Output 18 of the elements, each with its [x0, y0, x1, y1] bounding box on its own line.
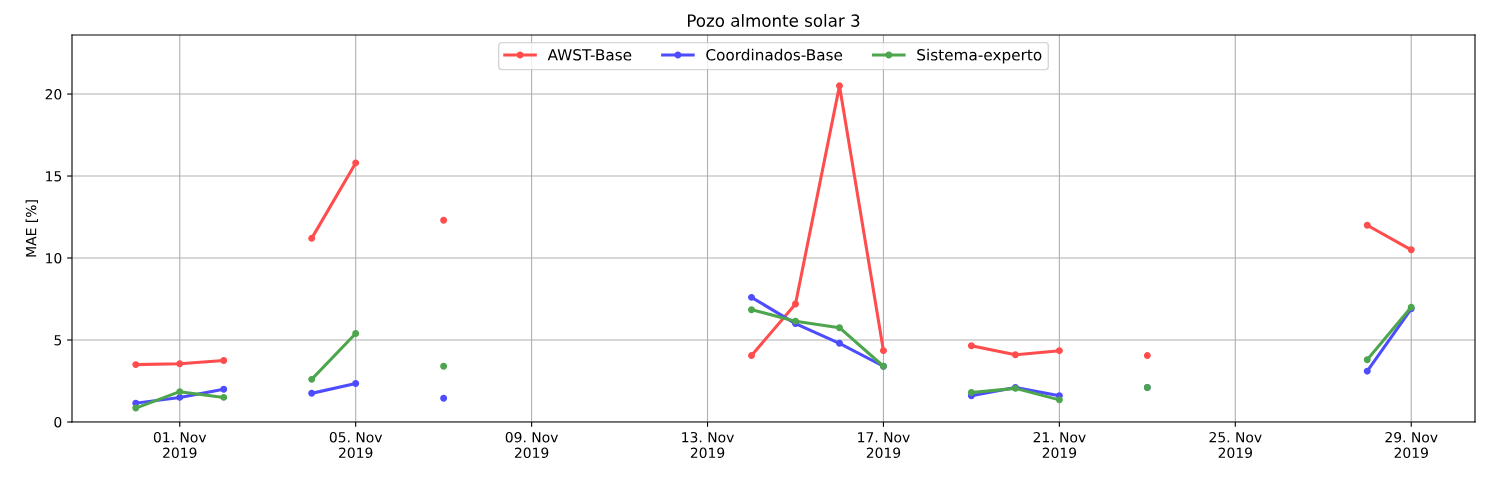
x-tick-label: 29. Nov 2019	[1385, 431, 1438, 459]
legend-label: Sistema-experto	[917, 48, 1042, 64]
y-tick-label: 0	[54, 416, 62, 428]
x-tick-label: 17. Nov 2019	[858, 432, 910, 459]
chart-title: Pozo almonte solar 3	[687, 14, 860, 27]
y-tick-label: 10	[46, 252, 62, 264]
x-tick-label: 25. Nov 2019	[1209, 431, 1262, 459]
y-tick-label: 5	[54, 335, 62, 346]
legend-label: Coordinados-Base	[706, 48, 843, 61]
y-axis-title: MAE [%]	[25, 200, 38, 257]
y-tick-label: 15	[46, 171, 62, 182]
x-tick-label: 13. Nov 2019	[682, 431, 734, 459]
legend-label: AWST-Base	[547, 49, 632, 61]
x-tick-label: 05. Nov 2019	[329, 431, 383, 459]
y-tick-label: 20	[45, 89, 62, 100]
x-tick-label: 09. Nov 2019	[505, 431, 558, 459]
x-tick-label: 01. Nov 2019	[153, 431, 207, 459]
x-tick-label: 21. Nov 2019	[1033, 431, 1086, 459]
